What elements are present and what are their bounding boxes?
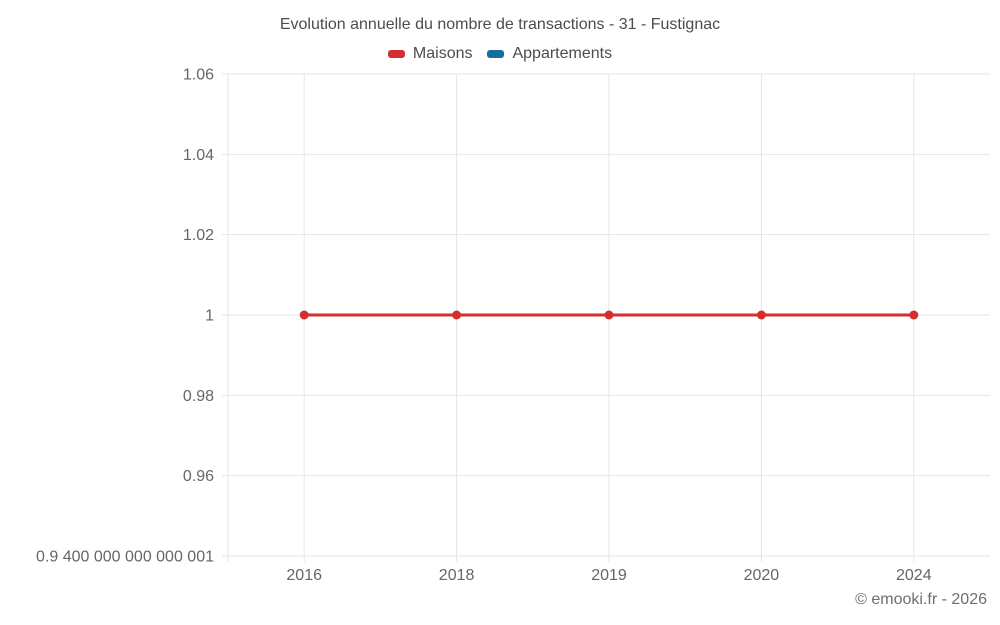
y-tick-label: 1.02 xyxy=(183,227,214,244)
x-tick-label: 2016 xyxy=(286,567,322,584)
y-tick-label: 0.98 xyxy=(183,388,214,405)
legend-item-appartements[interactable]: Appartements xyxy=(487,45,612,63)
legend-item-maisons[interactable]: Maisons xyxy=(387,45,473,63)
x-tick-label: 2024 xyxy=(896,567,932,584)
legend-swatch-appartements-icon xyxy=(487,50,505,58)
legend-label-appartements: Appartements xyxy=(512,45,613,62)
legend-swatch-maisons-icon xyxy=(387,50,405,58)
y-tick-label: 0.96 xyxy=(183,468,214,485)
data-point-maisons[interactable] xyxy=(604,310,614,320)
y-tick-label: 1.06 xyxy=(183,67,214,84)
x-tick-label: 2020 xyxy=(744,567,780,584)
y-tick-label: 1 xyxy=(205,308,214,325)
legend-label-maisons: Maisons xyxy=(412,45,473,62)
x-tick-label: 2019 xyxy=(591,567,627,584)
data-point-maisons[interactable] xyxy=(756,310,766,320)
chart-title: Evolution annuelle du nombre de transact… xyxy=(279,16,721,33)
legend: Maisons Appartements xyxy=(0,45,1000,63)
data-point-maisons[interactable] xyxy=(909,310,919,320)
watermark: © emooki.fr - 2026 xyxy=(855,591,987,608)
y-tick-label: 0.9 400 000 000 000 001 xyxy=(36,549,214,566)
data-point-maisons[interactable] xyxy=(299,310,309,320)
data-point-maisons[interactable] xyxy=(452,310,462,320)
y-tick-label: 1.04 xyxy=(183,147,214,164)
x-tick-label: 2018 xyxy=(439,567,475,584)
